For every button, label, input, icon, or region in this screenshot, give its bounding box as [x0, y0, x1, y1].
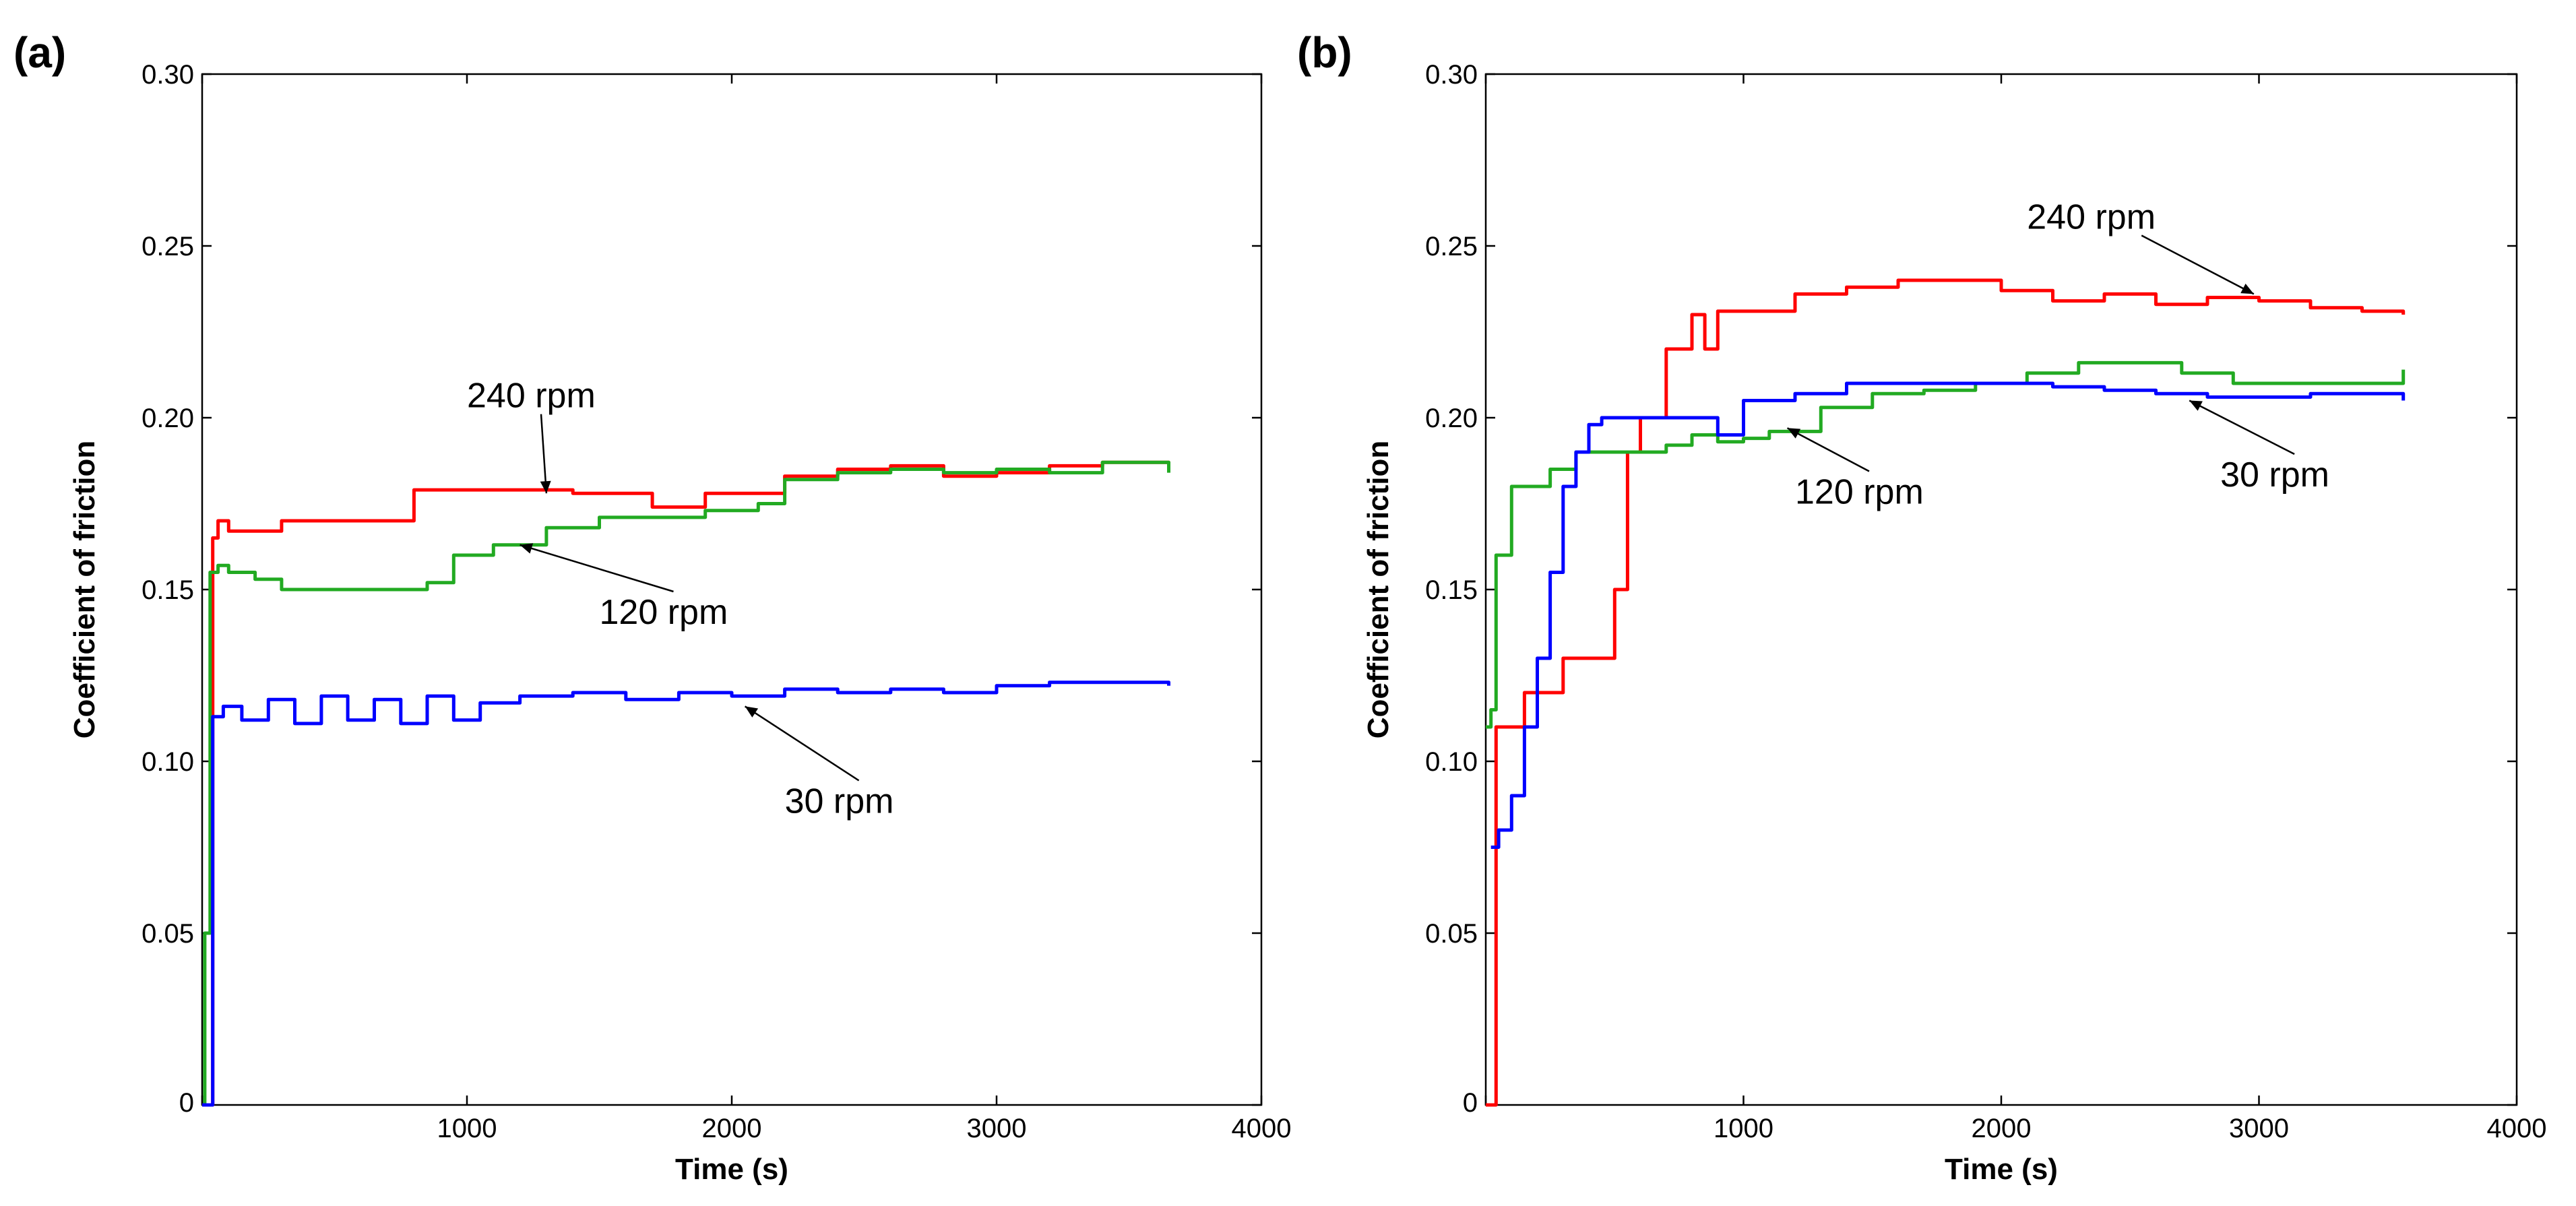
annotation-arrow [744, 705, 860, 782]
y-axis-title: Coefficient of friction [1362, 441, 1395, 738]
y-tick-label: 0.10 [1425, 747, 1478, 777]
y-tick-label: 0.25 [1425, 232, 1478, 261]
x-tick-label: 1000 [437, 1114, 497, 1143]
panel-b: (b) 0 0.05 0.10 0.15 0.20 0.25 0.30 1000 2000 3000… [1297, 28, 2546, 1186]
annotation-arrow [2189, 400, 2295, 455]
annotation-arrowhead [745, 706, 759, 718]
y-tick-label: 0.20 [142, 404, 194, 433]
annotation-label: 120 rpm [600, 593, 728, 632]
annotation-arrowhead [520, 543, 534, 554]
annotation-arrow [1786, 427, 1870, 472]
annotation-label: 240 rpm [467, 377, 596, 416]
x-tick-label: 3000 [967, 1114, 1027, 1143]
y-tick-label: 0 [1463, 1088, 1478, 1118]
y-tick-label: 0.10 [142, 747, 194, 777]
x-axis-title: Time (s) [675, 1153, 788, 1186]
panel-label: (a) [13, 28, 66, 77]
y-tick-label: 0.15 [142, 575, 194, 605]
panel-a: (a) 0 0.05 0.10 0.15 0.20 0.25 0.30 1000 2000 3000… [13, 28, 1291, 1186]
x-tick-label: 4000 [1232, 1114, 1292, 1143]
x-tick-label: 4000 [2487, 1114, 2547, 1143]
series-line-240-rpm [202, 460, 1170, 1107]
series-line-120-rpm [202, 460, 1170, 1107]
annotation-label: 30 rpm [785, 782, 894, 821]
y-tick-label: 0.25 [142, 232, 194, 261]
y-tick-label: 0 [179, 1088, 194, 1118]
x-tick-label: 1000 [1714, 1114, 1773, 1143]
y-tick-label: 0.30 [142, 60, 194, 90]
annotation-arrow [540, 414, 548, 494]
series-line-120-rpm [1486, 360, 2406, 729]
annotation-arrowhead [2189, 400, 2203, 411]
x-axis-title: Time (s) [1945, 1153, 2058, 1186]
plot-frame [1484, 73, 2518, 1106]
x-tick-label: 2000 [1972, 1114, 2032, 1143]
annotation-arrow [520, 544, 674, 593]
x-tick-label: 3000 [2229, 1114, 2289, 1143]
annotation-arrowhead [2240, 283, 2254, 294]
series-line-240-rpm [1486, 278, 2406, 1107]
panel-label: (b) [1297, 28, 1352, 77]
y-tick-label: 0.05 [1425, 919, 1478, 949]
y-tick-label: 0.30 [1425, 60, 1478, 90]
annotation-label: 240 rpm [2027, 198, 2156, 237]
y-tick-label: 0.20 [1425, 404, 1478, 433]
y-tick-label: 0.05 [142, 919, 194, 949]
annotation-label: 120 rpm [1795, 473, 1924, 512]
series-line-30-rpm [1490, 381, 2406, 849]
y-axis-title: Coefficient of friction [68, 441, 101, 738]
annotation-arrow [2141, 234, 2255, 295]
series-line-30-rpm [202, 680, 1170, 1107]
x-tick-label: 2000 [702, 1114, 762, 1143]
annotation-label: 30 rpm [2220, 455, 2329, 495]
annotation-arrowhead [540, 480, 551, 494]
annotation-arrowhead [1787, 428, 1801, 439]
y-tick-label: 0.15 [1425, 575, 1478, 605]
